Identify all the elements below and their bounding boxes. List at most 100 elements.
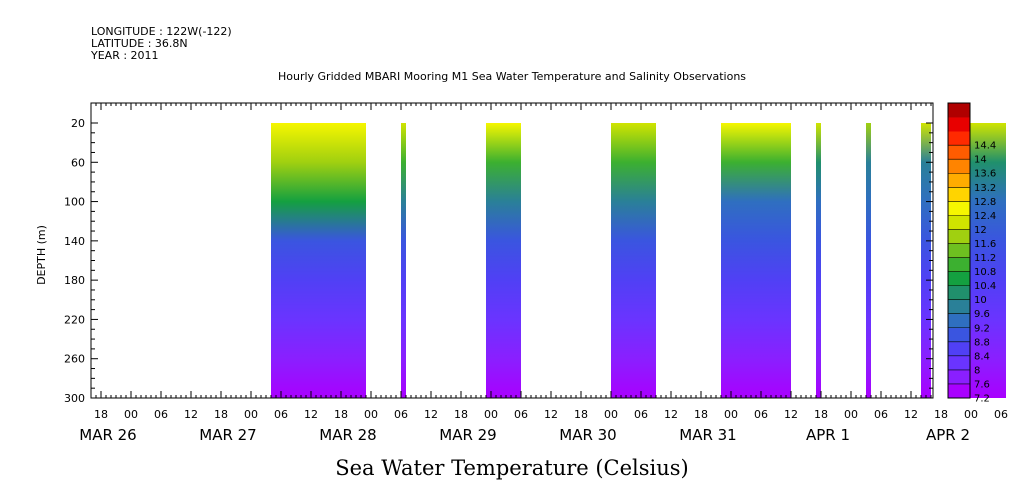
colorbar-label: 10.8 xyxy=(974,267,996,278)
x-tick-label: 00 xyxy=(244,408,258,421)
colorbar-label: 8.8 xyxy=(974,337,990,348)
colorbar-title: Sea Water Temperature (Celsius) xyxy=(335,456,689,480)
colorbar-label: 10 xyxy=(974,295,987,306)
colorbar-label: 10.4 xyxy=(974,281,996,292)
colorbar-swatch xyxy=(948,187,970,202)
x-tick-label: 12 xyxy=(304,408,318,421)
date-label: MAR 30 xyxy=(559,426,616,444)
x-tick-label: 18 xyxy=(814,408,828,421)
x-tick-label: 06 xyxy=(274,408,288,421)
colorbar-swatch xyxy=(948,117,970,132)
y-tick-label: 180 xyxy=(64,274,85,287)
colorbar-swatch xyxy=(948,355,970,371)
colorbar-swatch xyxy=(948,383,970,399)
x-tick-label: 06 xyxy=(994,408,1008,421)
colorbar-label: 9.2 xyxy=(974,323,990,334)
x-tick-label: 00 xyxy=(124,408,138,421)
colorbar-swatch xyxy=(948,145,970,160)
x-tick-label: 06 xyxy=(394,408,408,421)
date-label: MAR 29 xyxy=(439,426,496,444)
x-tick-label: 00 xyxy=(364,408,378,421)
date-label: MAR 28 xyxy=(319,426,376,444)
colorbar: 7.2 7.6 8 8.4 8.8 9.2 9.6 10 10.4 10.8 11.2 11.6 12 1… xyxy=(947,102,996,405)
x-tick-label: 06 xyxy=(874,408,888,421)
x-tick-label: 18 xyxy=(694,408,708,421)
x-tick-label: 00 xyxy=(724,408,738,421)
x-tick-label: 12 xyxy=(784,408,798,421)
colorbar-swatch xyxy=(948,159,970,174)
colorbar-label: 9.6 xyxy=(974,309,990,320)
y-tick-label: 260 xyxy=(64,353,85,366)
colorbar-label: 7.6 xyxy=(974,379,990,390)
y-tick-label: 60 xyxy=(71,156,85,169)
x-tick-label: 18 xyxy=(214,408,228,421)
colorbar-swatch xyxy=(948,271,970,287)
data-segment xyxy=(401,123,406,398)
y-tick-label: 20 xyxy=(71,117,85,130)
y-tick-label: 300 xyxy=(64,392,85,405)
x-tick-label: 12 xyxy=(664,408,678,421)
colorbar-swatch xyxy=(948,201,970,216)
x-tick-label: 06 xyxy=(754,408,768,421)
colorbar-swatch xyxy=(948,103,970,118)
colorbar-label: 13.6 xyxy=(974,169,996,180)
colorbar-label: 11.6 xyxy=(974,239,996,250)
colorbar-swatch xyxy=(948,341,970,357)
y-tick-label: 220 xyxy=(64,313,85,326)
x-axis-ticks: 18 00 06 12 18 00 06 12 18 00 06 12 18 00 06 12 18 00 06 12… xyxy=(90,103,1008,421)
colorbar-swatch xyxy=(948,369,970,385)
date-label: APR 2 xyxy=(926,426,970,444)
colorbar-label: 12.8 xyxy=(974,197,996,208)
colorbar-label: 14 xyxy=(974,155,987,166)
latitude-label: LATITUDE : 36.8N xyxy=(91,37,188,50)
x-tick-label: 18 xyxy=(94,408,108,421)
colorbar-swatch xyxy=(948,285,970,301)
x-tick-label: 00 xyxy=(484,408,498,421)
y-axis-label: DEPTH (m) xyxy=(35,225,48,285)
x-tick-label: 06 xyxy=(514,408,528,421)
colorbar-swatch xyxy=(948,131,970,146)
colorbar-label: 12.4 xyxy=(974,211,996,222)
data-segment xyxy=(866,123,871,398)
colorbar-label: 13.2 xyxy=(974,183,996,194)
colorbar-swatch xyxy=(948,243,970,258)
data-segment xyxy=(721,123,791,398)
x-tick-label: 12 xyxy=(904,408,918,421)
colorbar-label: 12 xyxy=(974,225,987,236)
date-label: MAR 31 xyxy=(679,426,736,444)
colorbar-label: 11.2 xyxy=(974,253,996,264)
date-label: MAR 26 xyxy=(79,426,136,444)
data-segment xyxy=(611,123,656,398)
y-tick-label: 140 xyxy=(64,235,85,248)
x-tick-label: 00 xyxy=(604,408,618,421)
colorbar-swatch xyxy=(948,313,970,329)
colorbar-swatch xyxy=(948,257,970,272)
x-tick-label: 00 xyxy=(964,408,978,421)
x-tick-label: 06 xyxy=(154,408,168,421)
colorbar-label: 14.4 xyxy=(974,141,996,152)
x-tick-label: 00 xyxy=(844,408,858,421)
colorbar-swatch xyxy=(948,215,970,230)
data-segment xyxy=(486,123,521,398)
data-segment xyxy=(816,123,821,398)
x-tick-label: 18 xyxy=(574,408,588,421)
data-segments xyxy=(271,123,1006,398)
x-tick-label: 18 xyxy=(334,408,348,421)
date-label: MAR 27 xyxy=(199,426,256,444)
date-label: APR 1 xyxy=(806,426,850,444)
colorbar-label: 8 xyxy=(974,365,980,376)
x-tick-label: 18 xyxy=(934,408,948,421)
y-tick-label: 100 xyxy=(64,196,85,209)
data-segment xyxy=(966,123,1006,398)
x-tick-label: 12 xyxy=(184,408,198,421)
x-tick-label: 18 xyxy=(454,408,468,421)
x-tick-label: 06 xyxy=(634,408,648,421)
colorbar-swatch xyxy=(948,327,970,343)
colorbar-label: 8.4 xyxy=(974,351,990,362)
colorbar-label: 7.2 xyxy=(974,394,990,405)
y-axis-ticks: 20 60 100 140 180 220 260 300 xyxy=(64,117,933,405)
colorbar-swatch xyxy=(948,229,970,244)
date-labels: MAR 26 MAR 27 MAR 28 MAR 29 MAR 30 MAR 31 APR … xyxy=(79,426,970,444)
x-tick-label: 12 xyxy=(424,408,438,421)
